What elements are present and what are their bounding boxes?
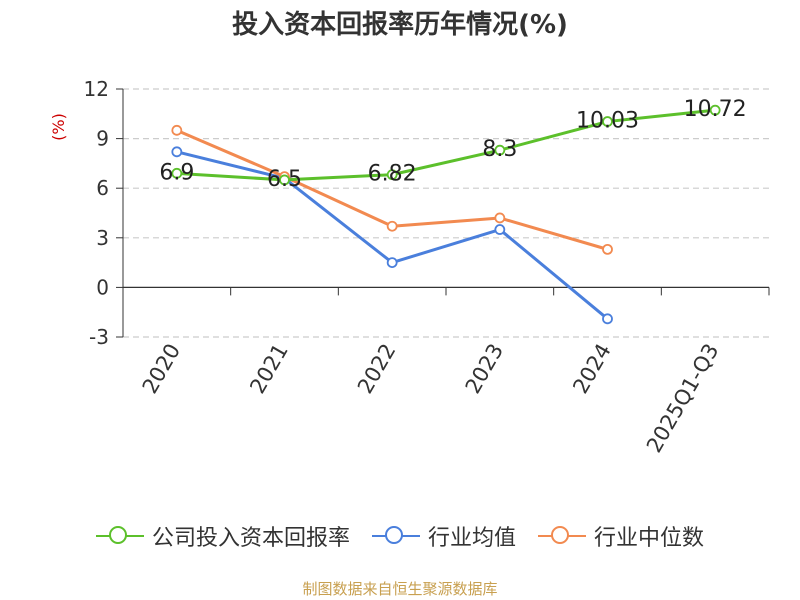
x-tick-label: 2024 bbox=[568, 340, 616, 398]
data-point bbox=[494, 224, 506, 235]
data-point bbox=[602, 243, 613, 255]
legend-item-industry-mean[interactable]: 行业均值 bbox=[371, 520, 516, 552]
x-tick-label: 2020 bbox=[138, 340, 186, 398]
data-point bbox=[386, 169, 398, 181]
data-label: 8.3 bbox=[482, 137, 517, 162]
y-tick-label: 3 bbox=[96, 226, 109, 250]
x-tick-label: 2021 bbox=[245, 340, 293, 398]
legend-item-company[interactable]: 公司投入资本回报率 bbox=[95, 520, 350, 552]
y-tick-label: 12 bbox=[84, 77, 109, 101]
data-label: 10.03 bbox=[576, 109, 639, 134]
legend-label-industry-mean: 行业均值 bbox=[427, 526, 516, 551]
chart-title: 投入资本回报率历年情况(%) bbox=[232, 10, 568, 40]
series-line-0 bbox=[176, 108, 716, 182]
legend-marker-company bbox=[95, 525, 144, 547]
x-tick-label: 2022 bbox=[353, 340, 401, 398]
data-point bbox=[602, 116, 613, 127]
data-point bbox=[171, 146, 183, 158]
data-point bbox=[602, 313, 613, 325]
data-point bbox=[171, 124, 183, 136]
legend: 公司投入资本回报率 行业均值 行业中位数 bbox=[0, 520, 800, 552]
data-point bbox=[279, 174, 290, 186]
data-label: 6.9 bbox=[159, 160, 194, 185]
data-point bbox=[171, 167, 183, 179]
y-tick-label: 6 bbox=[96, 176, 109, 200]
data-point bbox=[709, 104, 721, 116]
data-point bbox=[494, 212, 506, 224]
x-tick-label: 2025Q1-Q3 bbox=[642, 340, 724, 457]
data-label: 6.82 bbox=[368, 162, 417, 187]
legend-marker-industry-median bbox=[538, 525, 586, 547]
legend-marker-industry-mean bbox=[371, 525, 420, 547]
data-label: 10.72 bbox=[684, 97, 747, 122]
line-chart: -3 0 3 6 9 12 2020 2021 2022 2023 2024 2025Q1-Q3 (%)… bbox=[49, 77, 770, 457]
y-tick-label: -3 bbox=[89, 325, 109, 349]
legend-label-company: 公司投入资本回报率 bbox=[151, 526, 350, 551]
y-axis-label: (%) bbox=[49, 113, 68, 141]
data-point bbox=[386, 220, 398, 232]
source-note: 制图数据来自恒生聚源数据库 bbox=[302, 580, 498, 598]
data-label: 6.5 bbox=[267, 167, 302, 192]
legend-item-industry-median[interactable]: 行业中位数 bbox=[538, 520, 704, 552]
x-tick-label: 2023 bbox=[461, 340, 509, 398]
legend-label-industry-median: 行业中位数 bbox=[594, 526, 705, 551]
data-point bbox=[386, 257, 398, 269]
data-point bbox=[494, 144, 506, 156]
y-tick-label: 9 bbox=[96, 127, 109, 151]
y-tick-label: 0 bbox=[96, 275, 109, 299]
